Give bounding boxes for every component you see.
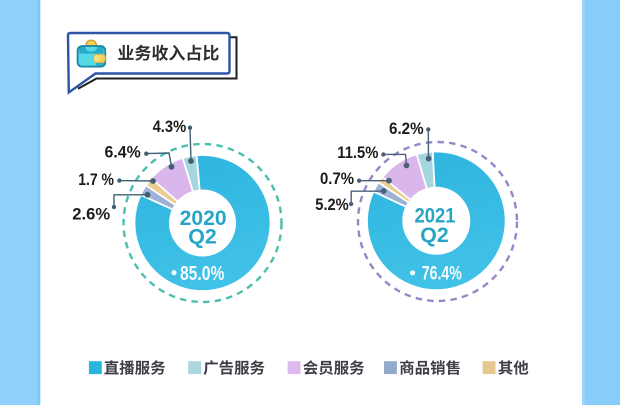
- svg-text:0.7%: 0.7%: [320, 169, 354, 188]
- svg-text:2020: 2020: [180, 207, 227, 230]
- svg-text:Q2: Q2: [420, 224, 448, 247]
- svg-text:1.7 %: 1.7 %: [78, 170, 114, 189]
- svg-text:85.0%: 85.0%: [180, 263, 225, 285]
- svg-text:76.4%: 76.4%: [422, 262, 462, 284]
- svg-text:6.4%: 6.4%: [105, 143, 141, 162]
- svg-text:6.2%: 6.2%: [389, 119, 424, 138]
- svg-text:5.2%: 5.2%: [315, 195, 348, 214]
- svg-text:2021: 2021: [415, 204, 456, 227]
- svg-text:11.5%: 11.5%: [337, 143, 378, 162]
- svg-text:Q2: Q2: [188, 226, 216, 249]
- svg-text:2.6%: 2.6%: [72, 205, 110, 224]
- svg-text:4.3%: 4.3%: [153, 117, 187, 136]
